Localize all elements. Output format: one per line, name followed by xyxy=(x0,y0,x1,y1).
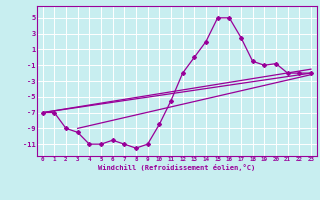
X-axis label: Windchill (Refroidissement éolien,°C): Windchill (Refroidissement éolien,°C) xyxy=(98,164,255,171)
